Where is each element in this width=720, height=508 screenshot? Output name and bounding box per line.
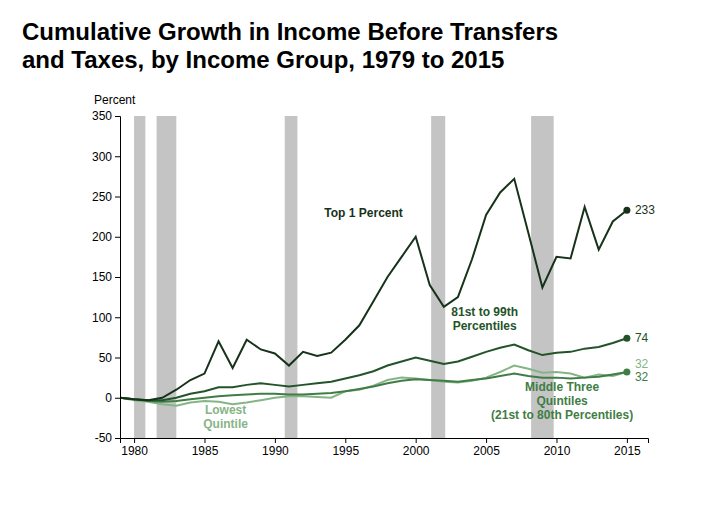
y-tick-label: 0 [105,391,112,405]
y-tick-mark [115,398,120,399]
x-tick-mark [627,438,628,443]
recession-band [157,116,177,438]
x-tick-label: 1995 [332,444,359,458]
marks [120,116,630,438]
y-tick-label: 350 [92,109,112,123]
y-tick-label: 50 [99,351,113,365]
plot-area: -50 0 50 100 150 200 250 300 350 1980 1985 1990 1995… [92,109,655,457]
x-tick: 2015 [614,438,641,458]
series-name: 81st to 99thPercentiles [451,305,518,333]
y-tick-label: 150 [92,270,112,284]
y-tick-mark [115,197,120,198]
value-label: 32 [635,370,649,384]
y-tick: -50 [95,431,120,445]
y-axis-line [115,117,121,439]
value-label: 74 [635,331,649,345]
x-tick-label: 2005 [473,444,500,458]
y-tick: 300 [92,150,120,164]
y-tick-label: 300 [92,150,112,164]
recession-band [285,116,298,438]
x-tick-mark [134,438,135,443]
y-tick-mark [115,156,120,157]
x-tick-mark [556,438,557,443]
y-axis: -50 0 50 100 150 200 250 300 350 [92,109,121,445]
series-line [120,338,627,400]
recession-band [134,116,145,438]
x-tick-mark [204,438,205,443]
x-tick-label: 1985 [192,444,219,458]
y-tick-label: 100 [92,311,112,325]
title: Cumulative Growth in Income Before Trans… [22,18,558,73]
y-tick-label: 250 [92,190,112,204]
x-tick-mark [275,438,276,443]
series-name: LowestQuintile [203,403,248,431]
series-name-line: (21st to 80th Percentiles) [491,408,633,422]
recession-band [431,116,445,438]
series-name-line: Percentiles [453,319,517,333]
x-axis: 1980 1985 1990 1995 2000 2005 2010 2015 [121,438,649,458]
x-tick-mark [416,438,417,443]
y-tick-mark [115,317,120,318]
value-label: 233 [635,203,655,217]
series-name-line: Middle Three [525,380,599,394]
x-tick: 1995 [332,438,359,458]
x-axis-line [121,439,649,444]
x-tick: 2000 [403,438,430,458]
y-tick-mark [115,116,120,117]
y-tick-label: -50 [95,431,113,445]
series-name: Middle ThreeQuintiles(21st to 80th Perce… [491,380,633,422]
series-name-line: Quintiles [536,394,588,408]
x-tick-label: 2000 [403,444,430,458]
x-tick-mark [486,438,487,443]
x-tick: 2005 [473,438,500,458]
title-line: Cumulative Growth in Income Before Trans… [22,18,558,45]
chart-svg: Cumulative Growth in Income Before Trans… [0,0,720,508]
series-name: Top 1 Percent [324,206,402,220]
x-tick: 2010 [544,438,571,458]
end-marker [623,368,630,375]
x-tick: 1985 [192,438,219,458]
x-tick-mark [345,438,346,443]
x-tick-label: 1980 [121,444,148,458]
y-tick-mark [115,277,120,278]
y-tick: 50 [99,351,120,365]
series-name-line: 81st to 99th [451,305,518,319]
y-tick-mark [115,358,120,359]
y-tick: 350 [92,109,120,123]
x-tick-label: 2015 [614,444,641,458]
y-tick: 200 [92,230,120,244]
y-axis-label: Percent [94,93,136,107]
x-tick-label: 1990 [262,444,289,458]
x-tick: 1980 [121,438,148,458]
y-tick-label: 200 [92,230,112,244]
title-line: and Taxes, by Income Group, 1979 to 2015 [22,46,504,73]
x-tick: 1990 [262,438,289,458]
y-tick: 100 [92,311,120,325]
series-name-line: Quintile [203,417,248,431]
series-name-line: Top 1 Percent [324,206,402,220]
y-tick-mark [115,237,120,238]
y-tick-mark [115,438,120,439]
x-tick-label: 2010 [544,444,571,458]
y-tick: 250 [92,190,120,204]
chart-container: Cumulative Growth in Income Before Trans… [0,0,720,508]
end-marker [623,335,630,342]
end-marker [623,207,630,214]
series-name-line: Lowest [205,403,246,417]
series-line [120,179,627,400]
y-tick: 0 [105,391,120,405]
y-tick: 150 [92,270,120,284]
value-label: 32 [635,357,649,371]
